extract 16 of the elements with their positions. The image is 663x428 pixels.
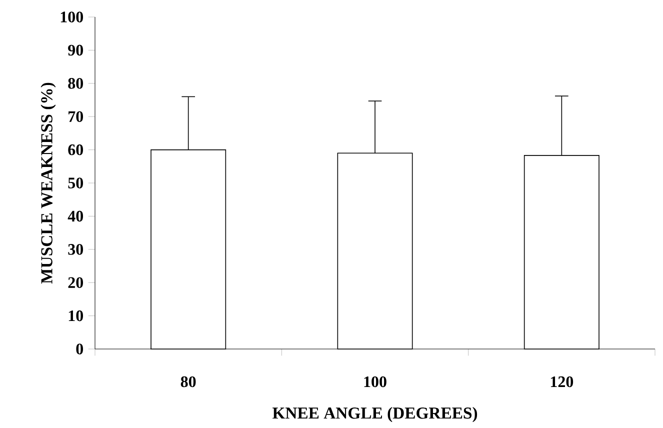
y-tick-label: 60 [68, 144, 84, 156]
y-tick-label: 50 [68, 178, 84, 188]
x-axis-title: KNEE ANGLE (DEGREES) [272, 406, 478, 422]
y-tick-label: 40 [68, 210, 84, 222]
y-tick-label: 10 [68, 310, 84, 322]
x-tick-label: 80 [180, 376, 196, 388]
y-tick-label: 20 [68, 277, 84, 288]
y-tick-label: 80 [68, 78, 84, 89]
x-tick-label: 120 [550, 376, 574, 388]
y-tick-label: 90 [68, 44, 84, 56]
y-tick-label: 0 [76, 344, 84, 354]
y-tick-label: 30 [68, 244, 84, 255]
y-tick-label: 100 [60, 12, 84, 22]
y-tick-label: 70 [68, 111, 84, 122]
x-tick-label: 100 [364, 376, 386, 388]
y-axis-title: MUSCLE WEAKNESS (%) [40, 82, 56, 284]
